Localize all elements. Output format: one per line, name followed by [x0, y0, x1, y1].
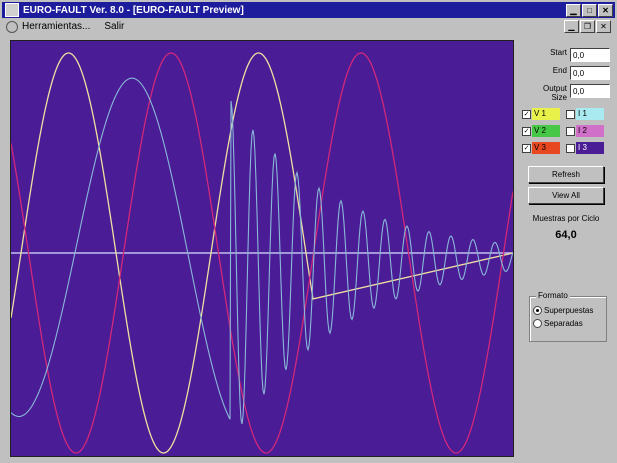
start-input[interactable] — [570, 48, 610, 62]
document-icon — [6, 20, 18, 33]
channel-v2-label: V 2 — [532, 125, 560, 137]
channel-v2[interactable]: ✓ V 2 — [522, 125, 566, 137]
separadas-label: Separadas — [544, 319, 583, 328]
minimize-button[interactable]: ▁ — [566, 3, 581, 17]
window-title: EURO-FAULT Ver. 8.0 - [EURO-FAULT Previe… — [23, 4, 244, 16]
channel-i2[interactable]: I 2 — [566, 125, 610, 137]
close-button[interactable]: ✕ — [598, 3, 613, 17]
menu-herramientas[interactable]: Herramientas... — [22, 21, 91, 32]
format-option-superpuestas[interactable]: Superpuestas — [533, 306, 606, 315]
title-bar: EURO-FAULT Ver. 8.0 - [EURO-FAULT Previe… — [2, 2, 615, 18]
mdi-minimize-button[interactable]: ▁ — [564, 20, 579, 33]
menu-salir[interactable]: Salir — [104, 21, 125, 32]
channel-i2-checkbox[interactable] — [566, 126, 575, 136]
separadas-radio[interactable] — [533, 319, 542, 328]
output-size-label: Output Size — [543, 84, 568, 102]
view-all-button[interactable]: View All — [528, 187, 604, 204]
waveform-trace-2 — [11, 52, 513, 454]
control-panel: Start End Output Size ✓ V 1 I 1 ✓ V 2 I … — [522, 48, 610, 241]
start-label: Start — [550, 48, 567, 57]
channel-i1-checkbox[interactable] — [566, 109, 575, 119]
channel-v1-checkbox[interactable]: ✓ — [522, 109, 531, 119]
end-label: End — [552, 66, 567, 75]
channel-v3-checkbox[interactable]: ✓ — [522, 143, 531, 153]
channel-v3-label: V 3 — [532, 142, 560, 154]
mdi-restore-button[interactable]: ❐ — [580, 20, 595, 33]
channel-v3[interactable]: ✓ V 3 — [522, 142, 566, 154]
samples-per-cycle-value: 64,0 — [555, 229, 577, 241]
waveform-canvas — [11, 52, 513, 454]
channel-i1[interactable]: I 1 — [566, 108, 610, 120]
channel-i1-label: I 1 — [576, 108, 604, 120]
channel-grid: ✓ V 1 I 1 ✓ V 2 I 2 ✓ V 3 I 3 — [522, 108, 610, 154]
output-size-input[interactable] — [570, 84, 610, 98]
waveform-trace-1 — [11, 52, 513, 454]
channel-v1-label: V 1 — [532, 108, 560, 120]
samples-per-cycle-label: Muestras por Ciclo — [532, 214, 600, 223]
channel-v1[interactable]: ✓ V 1 — [522, 108, 566, 120]
channel-i3-label: I 3 — [576, 142, 604, 154]
format-group-title: Formato — [536, 291, 570, 300]
channel-i3[interactable]: I 3 — [566, 142, 610, 154]
menu-bar: Herramientas... Salir ▁ ❐ ✕ — [2, 19, 615, 34]
app-icon — [5, 3, 19, 17]
format-option-separadas[interactable]: Separadas — [533, 319, 606, 328]
format-group: Formato Superpuestas Separadas — [529, 291, 607, 342]
end-input[interactable] — [570, 66, 610, 80]
superpuestas-label: Superpuestas — [544, 306, 594, 315]
mdi-close-button[interactable]: ✕ — [596, 20, 611, 33]
refresh-button[interactable]: Refresh — [528, 166, 604, 183]
superpuestas-radio[interactable] — [533, 306, 542, 315]
maximize-button[interactable]: □ — [582, 3, 597, 17]
channel-v2-checkbox[interactable]: ✓ — [522, 126, 531, 136]
channel-i3-checkbox[interactable] — [566, 143, 575, 153]
channel-i2-label: I 2 — [576, 125, 604, 137]
waveform-plot[interactable] — [10, 40, 514, 457]
waveform-trace-3 — [11, 77, 513, 425]
